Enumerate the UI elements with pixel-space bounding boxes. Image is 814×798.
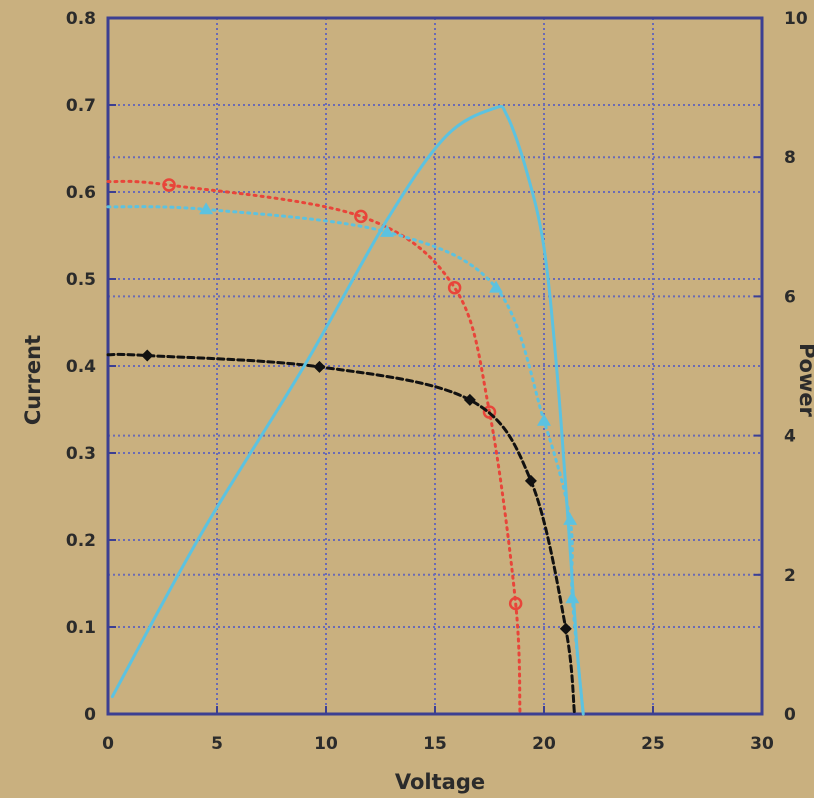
circle-marker	[508, 596, 523, 611]
triangle-marker	[380, 225, 395, 237]
y-tick-label: 0.2	[66, 531, 96, 551]
triangle-marker	[489, 280, 504, 293]
y-axis-label: Current	[21, 335, 45, 425]
y2-tick-label: 10	[784, 9, 808, 29]
circle-marker	[482, 405, 497, 419]
diamond-marker	[559, 622, 572, 635]
series-2-current-line	[106, 205, 585, 716]
y-tick-label: 0.6	[66, 183, 96, 203]
ticks: 0 5 10 15 20 25 30 0 0.1 0.2 0.3 0.4 0.5 0.6 0.7 0.8 0 2 4…	[66, 9, 808, 754]
x-tick-label: 25	[641, 734, 665, 754]
y-tick-label: 0.1	[66, 618, 96, 638]
y2-tick-label: 4	[784, 427, 796, 447]
diamond-marker	[313, 360, 326, 373]
y-tick-label: 0.4	[66, 357, 96, 377]
series-3-power-line	[110, 104, 585, 716]
x-axis-label: Voltage	[395, 770, 485, 794]
triangle-marker	[537, 413, 551, 426]
diamond-marker	[524, 474, 537, 487]
y-tick-label: 0.7	[66, 96, 96, 116]
grid	[108, 18, 762, 714]
triangle-marker	[199, 202, 214, 215]
triangle-marker	[563, 512, 578, 525]
y-tick-label: 0.8	[66, 9, 96, 29]
diamond-marker	[463, 393, 476, 406]
circle-marker	[162, 178, 176, 192]
y2-axis-label: Power	[795, 343, 814, 417]
x-tick-label: 30	[750, 734, 774, 754]
circle-marker	[447, 280, 462, 295]
y2-tick-label: 6	[784, 287, 796, 307]
circle-marker	[354, 209, 368, 224]
y-tick-label: 0.3	[66, 444, 96, 464]
y2-tick-label: 8	[784, 148, 796, 168]
y2-tick-label: 0	[784, 705, 796, 725]
y-tick-label: 0.5	[66, 270, 96, 290]
x-tick-label: 20	[532, 734, 556, 754]
x-tick-label: 10	[314, 734, 338, 754]
x-tick-label: 0	[102, 734, 114, 754]
x-tick-label: 15	[423, 734, 447, 754]
series	[106, 104, 585, 716]
y2-tick-label: 2	[784, 566, 796, 586]
y-tick-label: 0	[84, 705, 96, 725]
x-tick-label: 5	[211, 734, 223, 754]
diamond-marker	[141, 349, 154, 362]
